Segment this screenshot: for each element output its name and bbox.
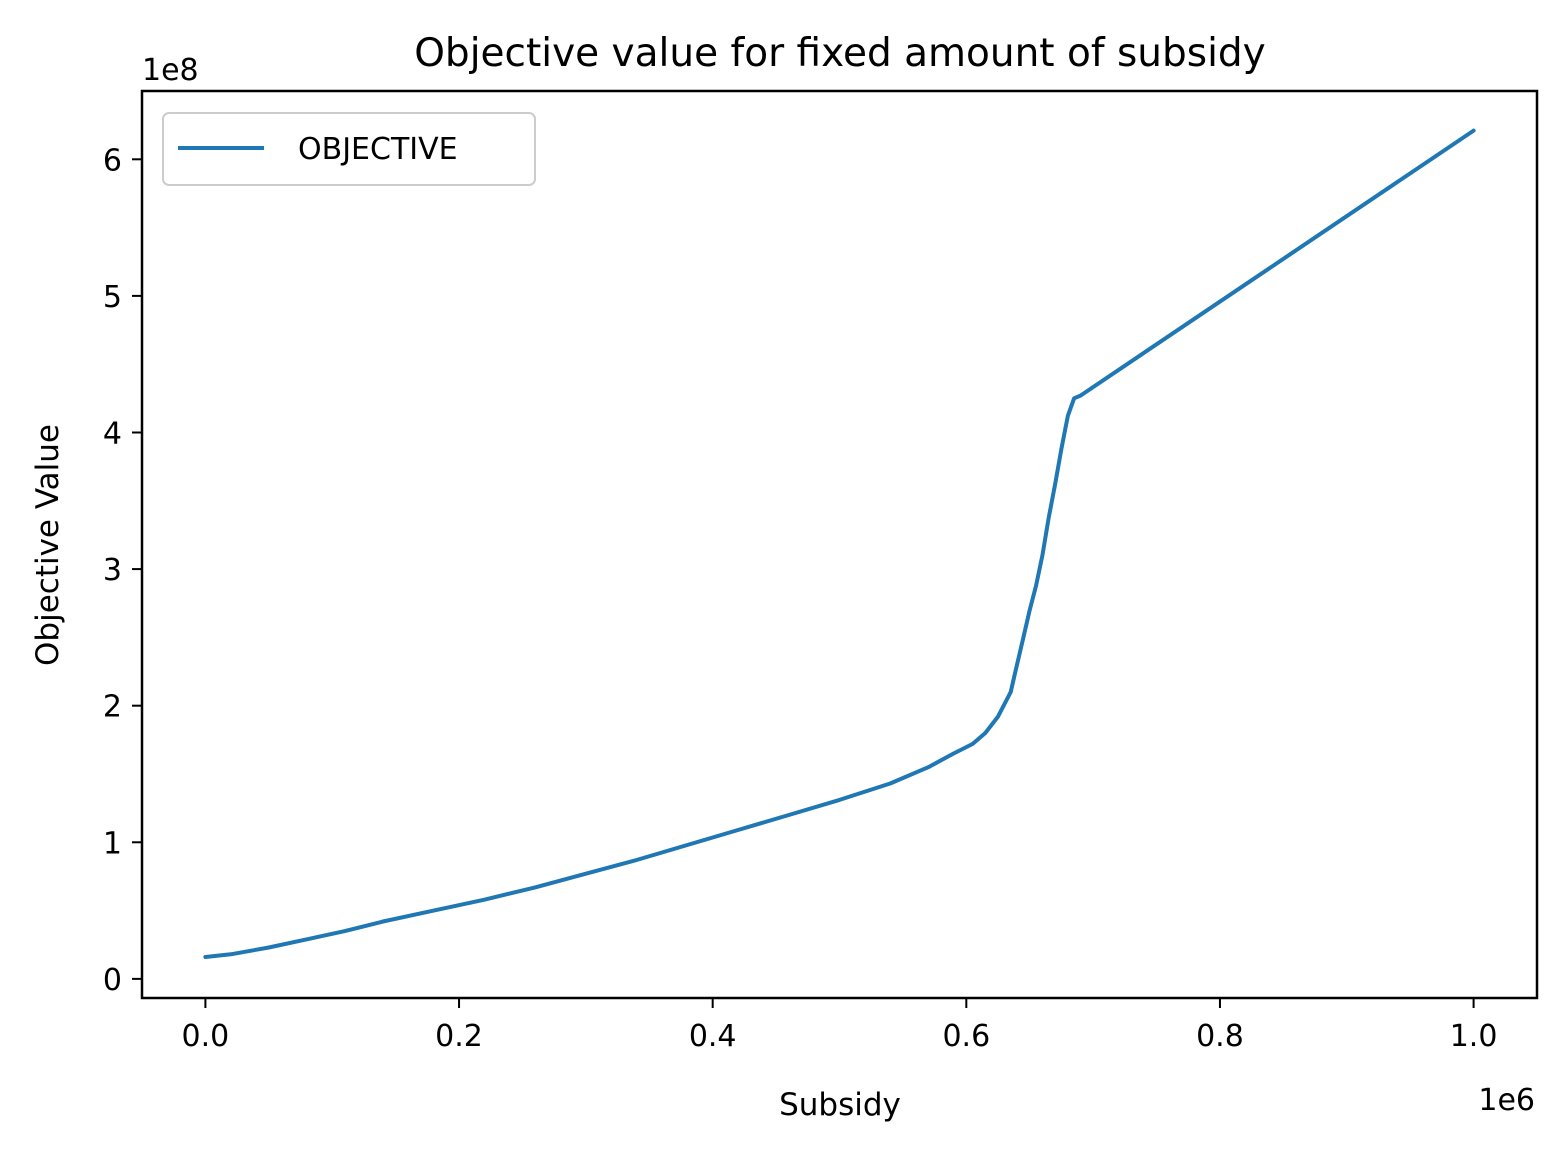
y-tick-label: 1: [103, 826, 122, 861]
x-tick-label: 0.6: [942, 1019, 990, 1054]
y-tick-label: 6: [103, 143, 122, 178]
y-tick-label: 0: [103, 963, 122, 998]
legend: OBJECTIVE: [162, 112, 536, 186]
y-tick-label: 3: [103, 553, 122, 588]
x-tick-label: 0.4: [689, 1019, 737, 1054]
x-tick-label: 0.0: [182, 1019, 230, 1054]
y-tick-label: 2: [103, 690, 122, 725]
y-axis-multiplier: 1e8: [142, 53, 199, 88]
x-tick-label: 1.0: [1450, 1019, 1498, 1054]
x-tick-label: 0.2: [435, 1019, 483, 1054]
objective-series-line: [203, 128, 1476, 959]
x-tick-label: 0.8: [1196, 1019, 1244, 1054]
y-axis-label: Objective Value: [30, 424, 66, 666]
x-axis-ticks: 0.0 0.2 0.4 0.6 0.8 1.0: [182, 998, 1498, 1054]
y-axis-ticks: 0 1 2 3 4 5 6: [103, 143, 142, 998]
y-tick-label: 4: [103, 416, 122, 451]
x-axis-label: Subsidy: [779, 1087, 901, 1123]
chart-title: Objective value for fixed amount of subs…: [414, 31, 1266, 76]
y-tick-label: 5: [103, 280, 122, 315]
legend-box: [162, 112, 536, 186]
plot-frame: [140, 89, 1539, 1000]
legend-label-objective: OBJECTIVE: [298, 132, 458, 167]
x-axis-multiplier: 1e6: [1478, 1083, 1535, 1118]
